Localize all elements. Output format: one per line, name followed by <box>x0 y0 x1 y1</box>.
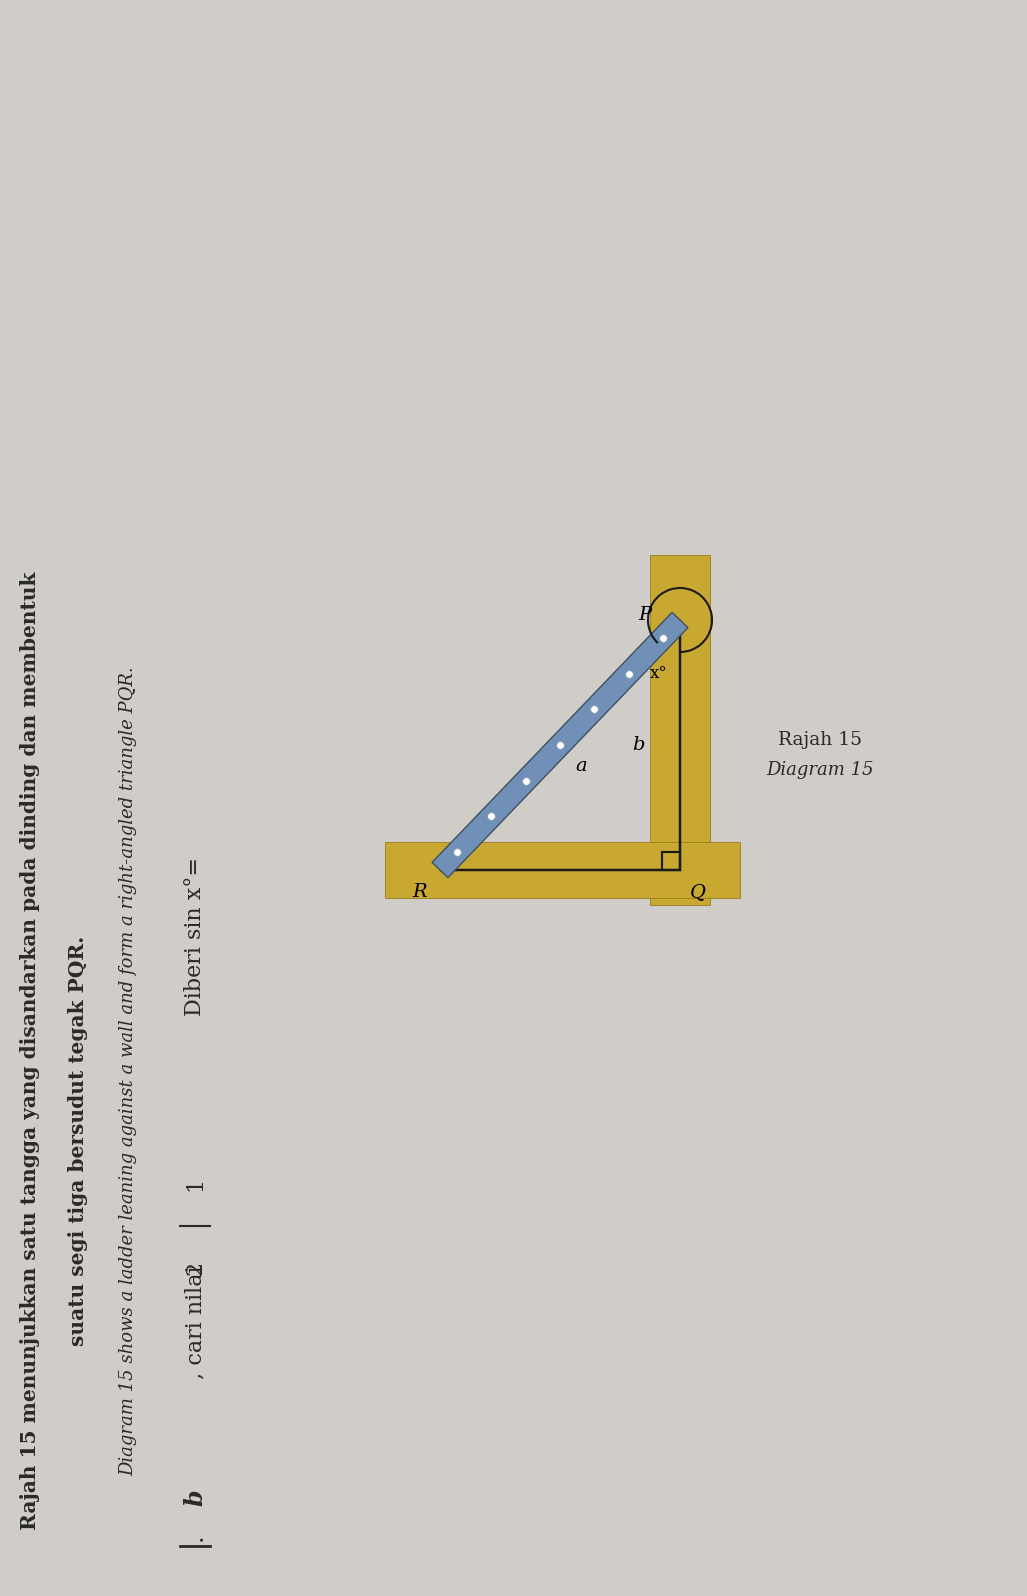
Text: P: P <box>639 606 651 624</box>
Text: a: a <box>576 757 587 774</box>
Text: .: . <box>184 1534 206 1542</box>
Text: x°: x° <box>649 666 668 683</box>
Text: b: b <box>183 1489 207 1507</box>
Text: Q: Q <box>690 883 706 902</box>
Text: suatu segi tiga bersudut tegak PQR.: suatu segi tiga bersudut tegak PQR. <box>68 935 88 1345</box>
Bar <box>650 555 710 905</box>
Text: Rajah 15 menunjukkan satu tangga yang disandarkan pada dinding dan membentuk: Rajah 15 menunjukkan satu tangga yang di… <box>20 571 40 1531</box>
Text: Diagram 15: Diagram 15 <box>766 761 874 779</box>
Text: b: b <box>632 736 644 753</box>
Text: 1: 1 <box>184 1176 206 1191</box>
Bar <box>385 843 740 899</box>
Text: , cari nilai: , cari nilai <box>184 1258 206 1385</box>
Bar <box>662 852 680 870</box>
Text: R: R <box>413 883 427 902</box>
Text: 2: 2 <box>184 1261 206 1275</box>
Text: Diberi sin x°=: Diberi sin x°= <box>184 851 206 1017</box>
Polygon shape <box>432 613 688 878</box>
Text: Rajah 15: Rajah 15 <box>777 731 862 749</box>
Text: Diagram 15 shows a ladder leaning against a wall and form a right-angled triangl: Diagram 15 shows a ladder leaning agains… <box>119 667 137 1476</box>
